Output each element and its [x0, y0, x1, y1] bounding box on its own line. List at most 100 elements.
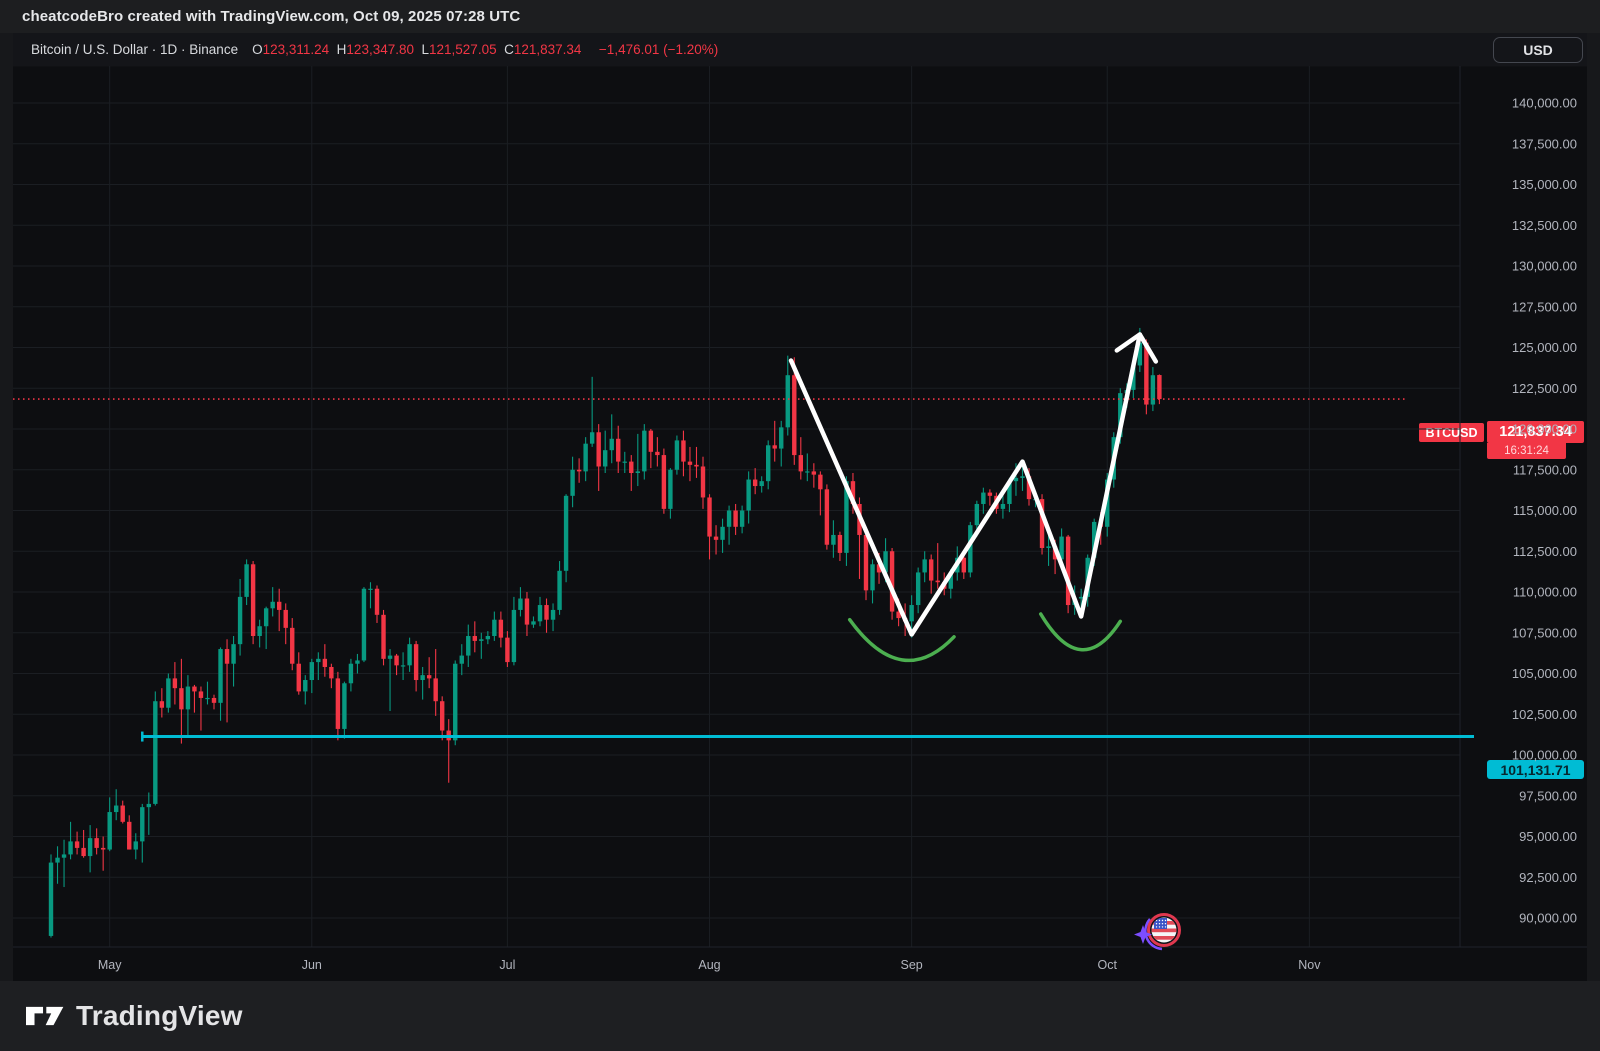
- price-axis-label[interactable]: 135,000.00: [1512, 177, 1577, 192]
- time-axis-label-sep[interactable]: Sep: [901, 958, 923, 972]
- price-axis-label[interactable]: 107,500.00: [1512, 625, 1577, 640]
- candle: [185, 675, 191, 738]
- candle: [114, 789, 119, 821]
- candle: [720, 518, 725, 553]
- candle: [68, 821, 73, 860]
- price-axis-label[interactable]: 97,500.00: [1519, 788, 1577, 803]
- price-axis-label[interactable]: 127,500.00: [1512, 299, 1577, 314]
- price-axis-label[interactable]: 112,500.00: [1513, 544, 1577, 559]
- candle: [511, 596, 517, 666]
- candle: [987, 489, 993, 506]
- candle: [1065, 534, 1071, 614]
- candle: [153, 691, 158, 806]
- candle: [824, 484, 830, 550]
- horizontal-line-price-tag[interactable]: 101,131.71: [1487, 760, 1584, 779]
- us-flag-event-icon[interactable]: [1134, 913, 1181, 951]
- symbol-title[interactable]: Bitcoin / U.S. Dollar · 1D · Binance: [31, 42, 239, 57]
- price-axis-label[interactable]: 130,000.00: [1512, 259, 1577, 274]
- candle: [146, 792, 151, 835]
- current-price-tag: 121,837.34: [1487, 421, 1584, 443]
- price-axis-label[interactable]: 105,000.00: [1512, 666, 1577, 681]
- candle: [61, 839, 67, 888]
- price-axis-label[interactable]: 90,000.00: [1519, 911, 1577, 926]
- candle: [459, 644, 464, 676]
- candle: [766, 440, 771, 490]
- price-axis-label[interactable]: 137,500.00: [1512, 136, 1577, 151]
- tradingview-logo-text: TradingView: [76, 1000, 243, 1031]
- candle: [616, 425, 621, 474]
- candle: [642, 424, 647, 480]
- candle: [348, 658, 354, 692]
- candle: [655, 437, 660, 467]
- candle: [746, 471, 751, 524]
- price-axis-label[interactable]: 120,000.00: [1512, 422, 1577, 437]
- price-axis-label[interactable]: 110,000.00: [1513, 585, 1577, 600]
- candle: [446, 719, 451, 783]
- candle: [381, 609, 386, 666]
- price-axis-label[interactable]: 117,500.00: [1513, 462, 1577, 477]
- candle: [524, 592, 530, 637]
- candle: [850, 473, 856, 514]
- candle: [700, 456, 706, 509]
- ohlc-label: L: [421, 42, 430, 57]
- candle: [224, 639, 230, 723]
- candle: [785, 355, 790, 436]
- price-axis-label[interactable]: 125,000.00: [1512, 340, 1577, 355]
- price-axis-label[interactable]: 115,000.00: [1513, 503, 1577, 518]
- double-bottom-arc-drawing[interactable]: [1038, 612, 1123, 652]
- currency-button[interactable]: USD: [1493, 37, 1583, 63]
- price-axis-label[interactable]: 122,500.00: [1512, 381, 1577, 396]
- price-axis-label[interactable]: 102,500.00: [1512, 707, 1577, 722]
- time-axis-label-nov[interactable]: Nov: [1298, 958, 1321, 972]
- candle: [531, 616, 536, 628]
- candle: [739, 505, 745, 534]
- time-axis-label-aug[interactable]: Aug: [698, 958, 720, 972]
- candle: [94, 828, 99, 855]
- time-axis-label-oct[interactable]: Oct: [1098, 958, 1118, 972]
- candle: [635, 433, 640, 487]
- candle: [270, 587, 275, 617]
- candle: [544, 598, 549, 633]
- ohlc-value: 121,527.05: [429, 42, 505, 57]
- chart-header: Bitcoin / U.S. Dollar · 1D · Binance O 12…: [13, 33, 1587, 67]
- ohlc-value: 123,347.80: [346, 42, 422, 57]
- zigzag-trend-drawing[interactable]: [788, 332, 1143, 637]
- chart-widget: Bitcoin / U.S. Dollar · 1D · Binance O 12…: [13, 33, 1587, 981]
- tradingview-logo[interactable]: TradingView: [26, 1000, 243, 1032]
- candle: [889, 547, 895, 620]
- ohlc-label: H: [336, 42, 347, 57]
- candle: [550, 603, 556, 632]
- candle: [127, 815, 132, 850]
- candle: [1000, 494, 1006, 519]
- price-axis-label[interactable]: 95,000.00: [1519, 829, 1577, 844]
- time-axis-label-jul[interactable]: Jul: [499, 958, 515, 972]
- candle: [687, 446, 693, 482]
- candle: [792, 357, 797, 465]
- candle: [1144, 339, 1149, 415]
- price-axis-label[interactable]: 100,000.00: [1512, 748, 1577, 763]
- candle: [661, 448, 667, 514]
- candle: [589, 376, 595, 447]
- candle: [211, 694, 217, 710]
- ohlc-label: O: [252, 42, 263, 57]
- price-axis-label[interactable]: 92,500.00: [1519, 870, 1577, 885]
- candle: [818, 471, 823, 516]
- arrow-head-drawing[interactable]: [1114, 332, 1159, 364]
- candle: [863, 533, 869, 601]
- candle: [981, 487, 986, 514]
- candle: [192, 684, 197, 713]
- time-axis-label-jun[interactable]: Jun: [302, 958, 322, 972]
- candle: [433, 649, 438, 716]
- time-axis-label-may[interactable]: May: [98, 958, 122, 972]
- candle: [609, 414, 614, 464]
- candle: [263, 606, 269, 650]
- price-axis-label[interactable]: 140,000.00: [1512, 96, 1577, 111]
- bar-countdown-timer: 16:31:24: [1487, 443, 1566, 459]
- candle: [752, 468, 758, 495]
- price-axis-label[interactable]: 132,500.00: [1512, 218, 1577, 233]
- candle: [413, 640, 419, 692]
- candle: [603, 430, 608, 474]
- double-bottom-arc-drawing[interactable]: [847, 617, 956, 663]
- candle: [426, 657, 432, 689]
